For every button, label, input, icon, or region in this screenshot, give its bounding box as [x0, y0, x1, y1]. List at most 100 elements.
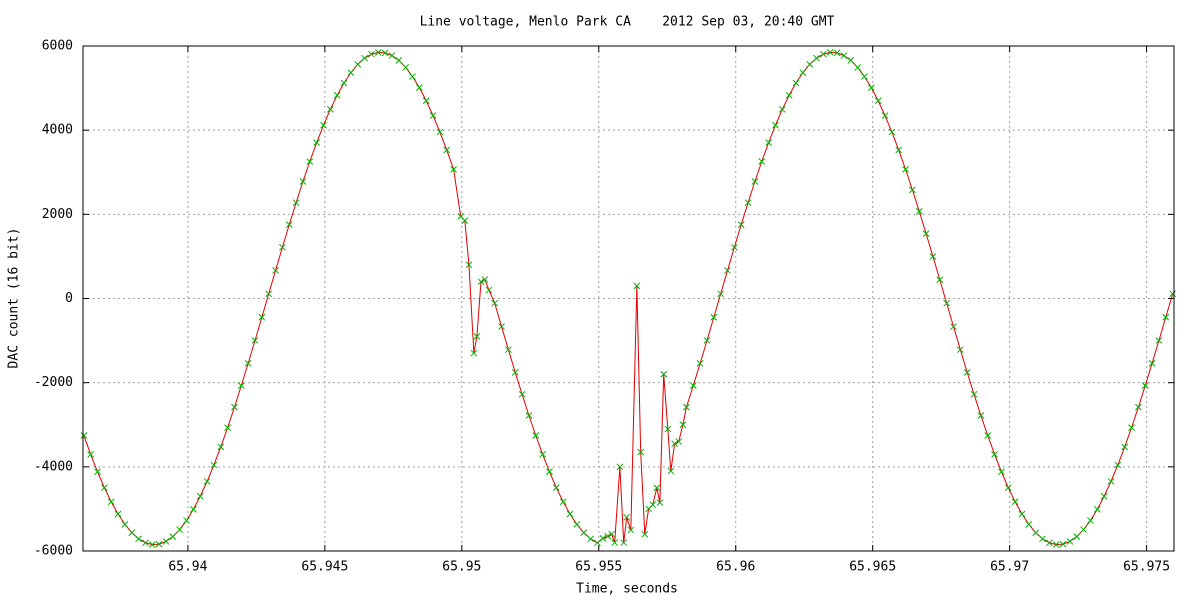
- data-point: [481, 276, 489, 283]
- data-point: [1100, 492, 1108, 500]
- data-point: [279, 243, 286, 251]
- data-point: [604, 532, 612, 540]
- data-point: [381, 49, 389, 57]
- data-point: [909, 186, 916, 194]
- data-point: [751, 178, 759, 185]
- data-point: [272, 267, 279, 274]
- data-point: [667, 467, 675, 475]
- data-point: [1004, 484, 1012, 492]
- data-point: [580, 529, 588, 537]
- data-point: [237, 382, 245, 389]
- x-tick-label: 65.965: [849, 560, 896, 575]
- data-point: [340, 79, 348, 87]
- data-point: [402, 64, 410, 71]
- data-point: [525, 412, 533, 419]
- data-point: [620, 539, 628, 546]
- chart-title: Line voltage, Menlo Park CA 2012 Sep 03,…: [420, 15, 835, 30]
- data-point: [785, 91, 793, 99]
- data-point: [1162, 313, 1170, 321]
- data-point: [121, 521, 129, 528]
- data-point: [1025, 521, 1033, 528]
- data-point: [608, 530, 616, 538]
- data-point: [465, 261, 473, 269]
- y-tick-label: 0: [65, 291, 73, 306]
- data-point: [599, 535, 607, 542]
- data-point: [861, 73, 868, 80]
- y-tick-label: 2000: [42, 207, 73, 222]
- data-point: [285, 221, 293, 228]
- data-point: [956, 346, 964, 354]
- data-point: [915, 208, 923, 215]
- data-point: [477, 278, 485, 286]
- data-point: [416, 84, 423, 92]
- data-point: [833, 49, 841, 57]
- y-tick-label: 6000: [42, 39, 73, 54]
- data-point: [374, 49, 382, 56]
- data-point: [950, 323, 957, 330]
- data-point: [888, 128, 896, 136]
- data-point: [306, 158, 314, 165]
- data-point: [320, 121, 327, 129]
- data-point: [114, 510, 122, 518]
- data-point: [660, 370, 668, 378]
- data-point: [429, 112, 437, 119]
- data-point: [874, 97, 882, 105]
- data-point: [1080, 526, 1087, 533]
- data-point: [1141, 382, 1149, 389]
- data-point: [395, 57, 403, 64]
- data-point: [552, 484, 560, 492]
- data-point: [183, 517, 190, 524]
- data-point: [724, 267, 731, 274]
- data-point: [806, 60, 814, 68]
- data-point: [155, 540, 163, 548]
- data-point: [820, 50, 827, 58]
- data-point: [616, 463, 624, 471]
- data-point: [689, 382, 697, 389]
- data-line: [83, 51, 1174, 546]
- data-point: [984, 432, 992, 439]
- data-point: [388, 52, 396, 59]
- x-tick-label: 65.96: [716, 560, 755, 575]
- data-point: [641, 530, 649, 538]
- data-point: [637, 448, 645, 456]
- data-point: [683, 403, 690, 411]
- data-point: [148, 541, 156, 548]
- x-tick-label: 65.97: [990, 560, 1029, 575]
- grid: -6000 -4000 -2000 0 2000 4000 6000 65.94 65.945 6…: [34, 39, 1174, 575]
- data-point: [1032, 529, 1040, 537]
- data-point: [1066, 538, 1074, 545]
- data-point: [977, 412, 985, 419]
- y-tick-label: -4000: [34, 459, 73, 474]
- data-point: [731, 243, 738, 251]
- data-point: [671, 440, 679, 448]
- data-point: [963, 369, 971, 376]
- data-point: [176, 526, 184, 533]
- data-point: [1039, 535, 1046, 543]
- data-point: [799, 69, 807, 76]
- data-point: [778, 105, 786, 113]
- data-point: [107, 498, 115, 506]
- data-point: [991, 450, 998, 458]
- data-point: [1169, 290, 1176, 298]
- data-point: [744, 199, 752, 207]
- data-point: [546, 468, 553, 476]
- data-point: [231, 403, 238, 411]
- data-point: [675, 438, 683, 445]
- data-point: [970, 390, 978, 398]
- data-point: [258, 313, 266, 321]
- data-point: [539, 450, 546, 458]
- data-point: [1011, 498, 1019, 506]
- data-point: [101, 484, 108, 492]
- data-point: [649, 501, 657, 509]
- data-point: [633, 282, 641, 290]
- data-point: [867, 84, 875, 92]
- data-point: [313, 139, 321, 147]
- data-point: [436, 128, 444, 136]
- y-tick-label: -2000: [34, 375, 73, 390]
- data-point: [1073, 533, 1081, 540]
- data-point: [826, 49, 834, 56]
- x-tick-label: 65.975: [1123, 560, 1170, 575]
- data-point: [1114, 461, 1122, 469]
